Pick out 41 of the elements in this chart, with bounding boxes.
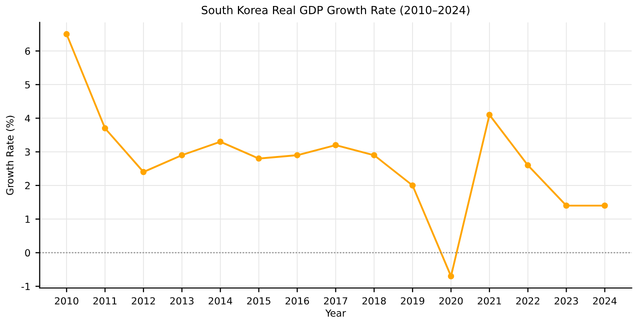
x-tick-label: 2017 xyxy=(324,297,348,305)
point xyxy=(102,125,108,132)
x-tick-label: 2014 xyxy=(208,297,232,305)
point xyxy=(409,182,416,189)
y-tick-label: 4 xyxy=(24,114,30,122)
chart-title: South Korea Real GDP Growth Rate (2010–2024) xyxy=(202,6,470,16)
y-tick-label: -1 xyxy=(21,282,30,290)
x-tick-label: 2018 xyxy=(362,297,386,305)
point xyxy=(602,202,608,209)
point xyxy=(563,202,570,209)
y-tick-label: 6 xyxy=(25,47,30,55)
y-tick-label: 2 xyxy=(25,182,30,190)
x-tick-label: 2013 xyxy=(170,297,194,305)
x-axis-title: Year xyxy=(325,310,346,317)
x-tick-label: 2023 xyxy=(554,297,578,305)
y-tick-label: 1 xyxy=(26,216,30,223)
x-tick-label: 2022 xyxy=(516,297,540,305)
point xyxy=(63,31,70,38)
point xyxy=(524,162,532,168)
point xyxy=(178,152,186,158)
point xyxy=(332,142,339,148)
x-tick-label: 2021 xyxy=(478,297,501,305)
y-axis-title: Growth Rate (%) xyxy=(6,116,15,195)
x-tick-label: 2019 xyxy=(400,297,424,305)
point xyxy=(486,112,493,118)
x-tick-label: 2024 xyxy=(593,297,617,305)
x-tick-label: 2010 xyxy=(54,297,78,305)
x-tick-label: 2020 xyxy=(439,297,463,305)
point xyxy=(448,273,454,280)
x-tick-label: 2015 xyxy=(247,297,270,305)
y-tick-label: 0 xyxy=(25,249,30,257)
y-tick-label: 5 xyxy=(25,81,30,88)
point xyxy=(370,152,378,158)
x-tick-label: 2011 xyxy=(93,297,117,305)
x-tick-label: 2016 xyxy=(286,297,309,305)
y-tick-label: 3 xyxy=(25,148,30,156)
point xyxy=(217,138,224,145)
point xyxy=(294,152,300,158)
x-tick-label: 2012 xyxy=(132,297,155,305)
point xyxy=(140,168,147,176)
point xyxy=(256,155,262,162)
